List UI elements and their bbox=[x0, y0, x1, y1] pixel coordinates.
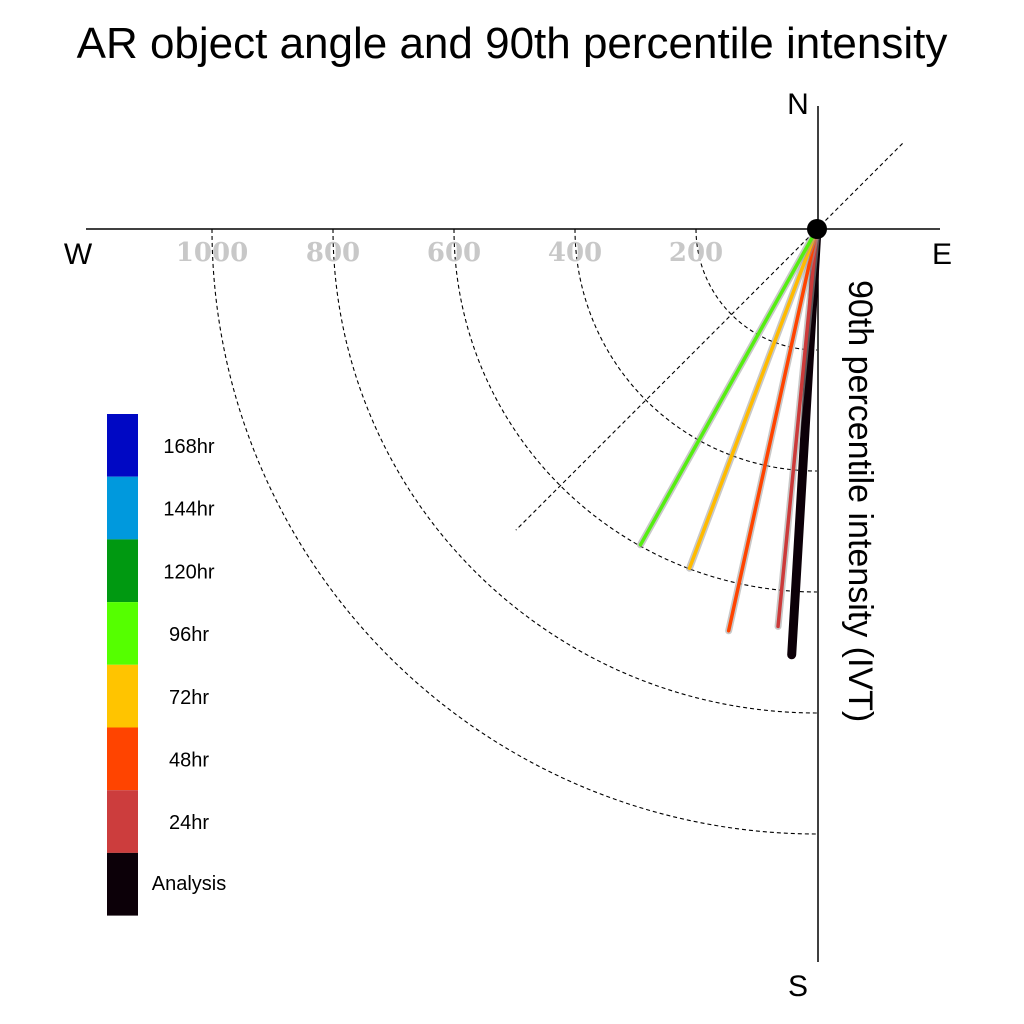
vector-96hr bbox=[638, 227, 819, 547]
radial-tick-label-200: 200 bbox=[669, 238, 723, 268]
intensity-axis-label: 90th percentile intensity (IVT) bbox=[841, 280, 879, 722]
legend-swatch-24hr bbox=[107, 790, 138, 853]
range-ring-1000 bbox=[211, 228, 818, 835]
vector-24hr bbox=[776, 227, 819, 629]
range-ring-800 bbox=[332, 228, 818, 714]
vector-48hr bbox=[726, 227, 819, 633]
chart-title: AR object angle and 90th percentile inte… bbox=[77, 19, 948, 68]
legend-swatch-96hr bbox=[107, 602, 138, 665]
legend-label-analysis: Analysis bbox=[152, 873, 226, 895]
vector-72hr bbox=[687, 227, 819, 570]
radial-tick-label-600: 600 bbox=[427, 238, 481, 268]
radial-tick-label-800: 800 bbox=[306, 238, 360, 268]
origin-marker bbox=[807, 219, 827, 239]
legend-swatch-72hr bbox=[107, 664, 138, 728]
compass-north: N bbox=[787, 88, 809, 121]
compass-east: E bbox=[932, 238, 952, 271]
compass-south: S bbox=[788, 970, 808, 1003]
legend: 168hr 144hr 120hr 96hr 72hr 48hr 24hr Analysis bbox=[107, 414, 226, 916]
legend-label-48hr: 48hr bbox=[169, 750, 209, 772]
radial-tick-label-1000: 1000 bbox=[176, 238, 248, 268]
legend-swatch-analysis bbox=[107, 852, 138, 916]
diagonal-reference-line bbox=[515, 143, 903, 531]
compass-west: W bbox=[64, 238, 93, 271]
legend-swatch-168hr bbox=[107, 414, 138, 477]
legend-label-144hr: 144hr bbox=[163, 499, 214, 521]
legend-label-120hr: 120hr bbox=[163, 561, 214, 583]
legend-label-24hr: 24hr bbox=[169, 812, 209, 834]
legend-label-96hr: 96hr bbox=[169, 624, 209, 646]
legend-label-168hr: 168hr bbox=[163, 436, 214, 458]
radial-tick-label-400: 400 bbox=[548, 238, 602, 268]
range-ring-600 bbox=[453, 228, 818, 593]
legend-swatch-144hr bbox=[107, 476, 138, 540]
legend-swatch-48hr bbox=[107, 727, 138, 791]
legend-swatch-120hr bbox=[107, 539, 138, 603]
vector-series bbox=[636, 224, 822, 660]
legend-label-72hr: 72hr bbox=[169, 687, 209, 709]
radial-tick-labels: 200 400 600 800 1000 bbox=[176, 238, 723, 268]
